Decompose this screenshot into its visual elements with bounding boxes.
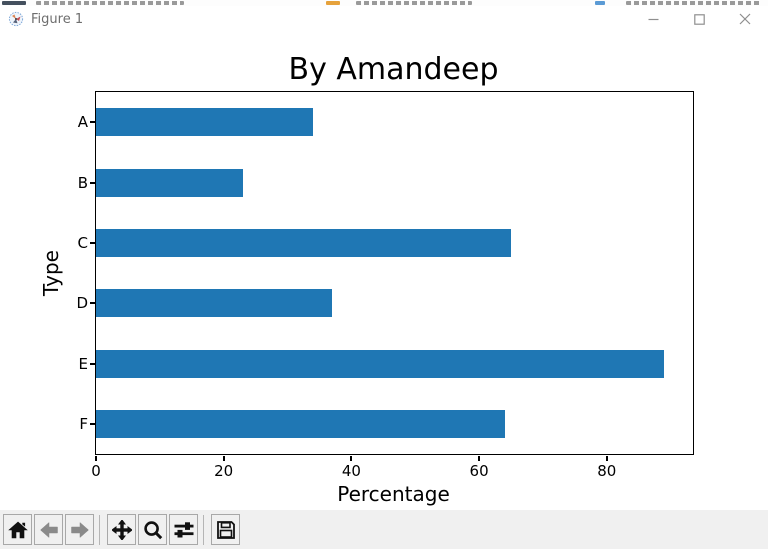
bar-C (96, 228, 512, 257)
home-icon (7, 521, 28, 538)
y-tick-label: E (78, 354, 88, 373)
y-tick-mark (90, 121, 95, 124)
zoom-button[interactable] (138, 514, 167, 545)
arrow-right-icon (70, 521, 89, 538)
y-tick-mark (90, 241, 95, 244)
x-tick-mark (350, 456, 353, 461)
x-tick-mark (95, 456, 97, 461)
titlebar[interactable]: Figure 1 (0, 6, 768, 32)
clipped-tab-fragment (356, 1, 472, 5)
bar-F (96, 409, 505, 438)
clipped-tab-fragment (595, 1, 605, 5)
move-cross-icon (111, 519, 132, 540)
navigation-toolbar (0, 510, 768, 549)
save-button[interactable] (211, 514, 240, 545)
minimize-icon (648, 18, 658, 20)
close-icon (739, 13, 751, 25)
y-tick-label: F (79, 414, 88, 433)
maximize-icon (693, 13, 705, 25)
y-axis-label: Type (39, 250, 63, 296)
pan-button[interactable] (107, 514, 136, 545)
figure-canvas: By Amandeep A B C D E F 0 20 40 60 80 Percentage T… (0, 32, 768, 510)
forward-button[interactable] (65, 514, 94, 545)
clipped-tab-fragment (36, 1, 184, 5)
y-tick-label: C (77, 233, 88, 252)
window-controls (630, 6, 768, 32)
axes: A B C D E F 0 20 40 60 80 (76, 91, 694, 480)
bar-A (96, 108, 314, 137)
minimize-button[interactable] (630, 6, 676, 32)
toolbar-separator (99, 514, 100, 545)
toolbar-separator (203, 514, 204, 545)
x-tick-label: 20 (214, 462, 234, 480)
maximize-button[interactable] (676, 6, 722, 32)
magnifier-icon (143, 520, 162, 539)
sliders-icon (174, 521, 193, 537)
close-button[interactable] (722, 6, 768, 32)
chart-title: By Amandeep (288, 52, 499, 87)
y-tick-mark (90, 302, 95, 305)
window-title: Figure 1 (31, 11, 84, 27)
back-button[interactable] (34, 514, 63, 545)
arrow-left-icon (39, 521, 58, 538)
clipped-tab-fragment (326, 1, 340, 5)
x-tick-mark (222, 456, 225, 461)
x-tick-label: 80 (597, 462, 617, 480)
configure-subplots-button[interactable] (169, 514, 198, 545)
x-tick-mark (605, 456, 608, 461)
x-axis-label: Percentage (337, 482, 450, 506)
x-tick-label: 0 (91, 462, 101, 480)
bar-D (96, 289, 333, 318)
x-tick-mark (478, 456, 481, 461)
floppy-disk-icon (216, 520, 235, 539)
bar-E (96, 349, 665, 378)
matplotlib-logo-icon (8, 11, 24, 27)
y-tick-label: D (76, 294, 88, 313)
y-tick-label: B (77, 173, 88, 192)
clipped-tab-fragment (2, 1, 26, 5)
y-tick-mark (90, 422, 95, 425)
x-tick-label: 40 (341, 462, 361, 480)
home-button[interactable] (3, 514, 32, 545)
y-tick-mark (90, 362, 95, 365)
y-tick-mark (90, 181, 95, 184)
y-tick-label: A (77, 113, 88, 132)
clipped-tab-fragment (626, 1, 760, 5)
bar-B (96, 168, 243, 197)
x-tick-label: 60 (469, 462, 489, 480)
